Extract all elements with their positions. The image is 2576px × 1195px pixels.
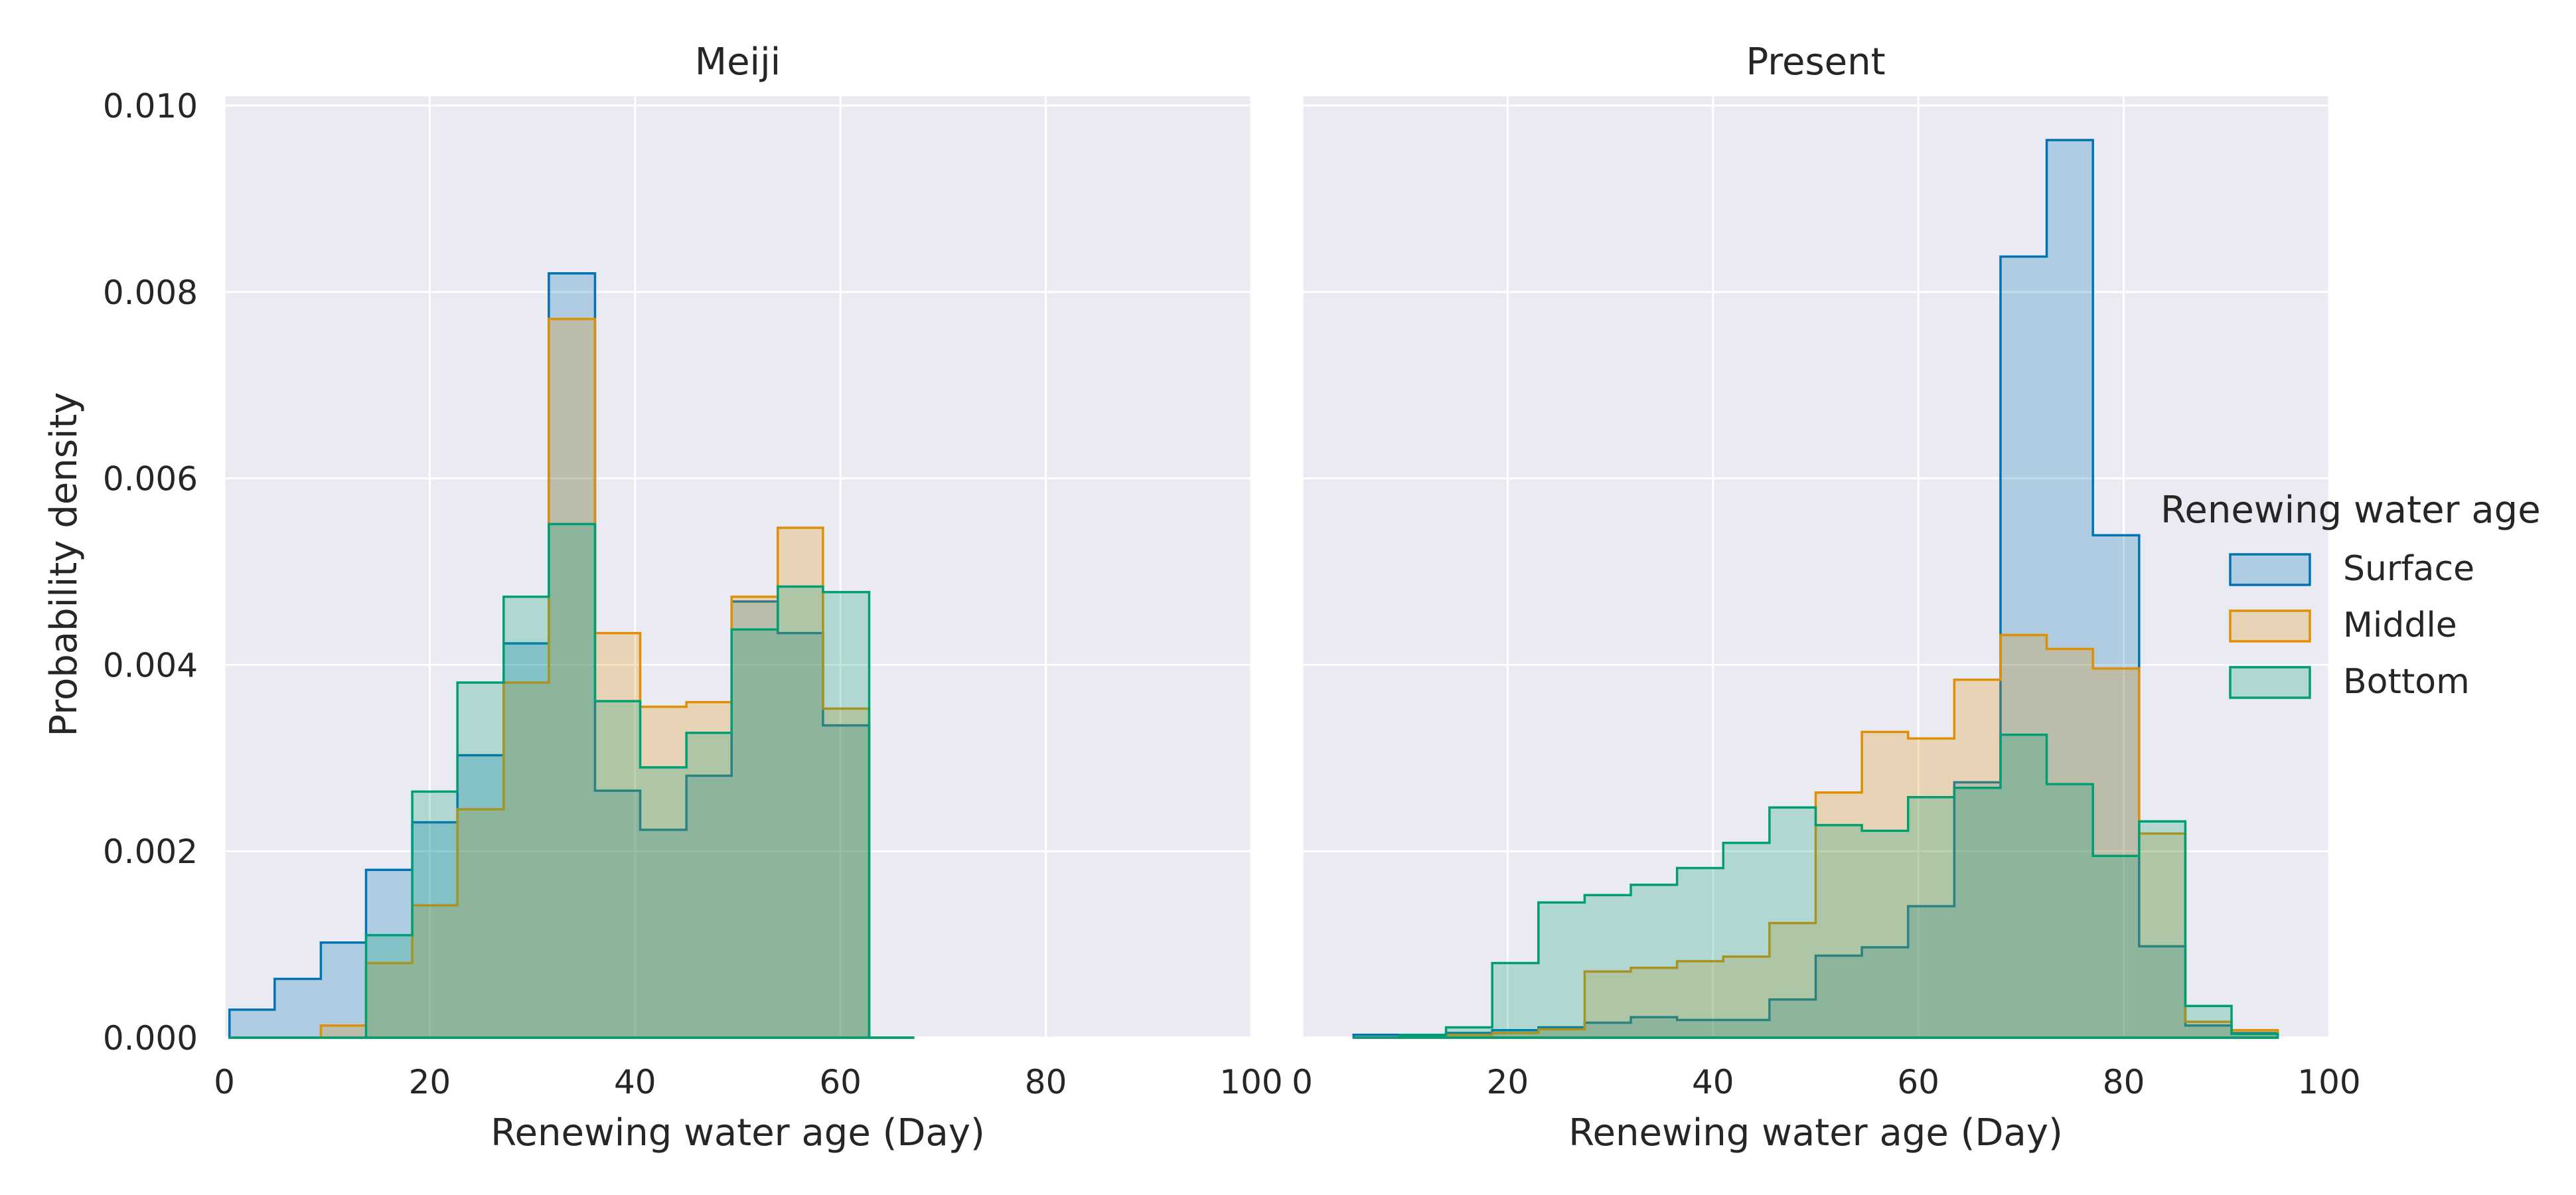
y-tick-label: 0.008 (103, 274, 198, 312)
x-tick-label: 40 (1692, 1063, 1734, 1101)
panel-title: Meiji (695, 40, 781, 84)
legend-label-bottom: Bottom (2343, 662, 2470, 702)
y-tick-label: 0.004 (103, 646, 198, 684)
legend-label-middle: Middle (2343, 605, 2457, 645)
histogram-bottom (1353, 733, 2279, 1039)
y-tick-label: 0.010 (103, 87, 198, 125)
x-tick-label: 20 (1487, 1063, 1529, 1101)
y-tick-label: 0.006 (103, 460, 198, 499)
x-axis-label: Renewing water age (Day) (1568, 1111, 2063, 1155)
x-tick-label: 0 (1292, 1063, 1313, 1101)
panel-title: Present (1746, 40, 1885, 84)
plot-area (224, 96, 1251, 1038)
y-tick-label: 0.002 (103, 833, 198, 871)
x-tick-label: 40 (614, 1063, 656, 1101)
legend-swatch-middle (2229, 609, 2311, 643)
y-axis-label: Probability density (42, 392, 86, 736)
x-tick-label: 100 (1219, 1063, 1282, 1101)
x-tick-label: 0 (214, 1063, 235, 1101)
legend-title: Renewing water age (2160, 489, 2541, 532)
x-tick-label: 60 (1897, 1063, 1939, 1101)
histogram-bottom (229, 522, 915, 1039)
histogram-surface (1352, 139, 2279, 1039)
x-tick-label: 100 (2297, 1063, 2360, 1101)
legend-label-surface: Surface (2343, 549, 2474, 589)
legend-swatch-surface (2229, 553, 2311, 586)
x-tick-label: 80 (2103, 1063, 2145, 1101)
x-tick-label: 20 (409, 1063, 451, 1101)
y-tick-label: 0.000 (103, 1019, 198, 1058)
histogram-surface (228, 272, 915, 1039)
legend-swatch-bottom (2229, 666, 2311, 699)
panel-present: Present 0 20 40 60 80 100 Renewing water age (D… (1292, 40, 2361, 1155)
x-tick-label: 80 (1025, 1063, 1067, 1101)
x-tick-label: 60 (819, 1063, 862, 1101)
legend: Renewing water age Surface Middle Bottom (2160, 489, 2541, 702)
panel-meiji: Meiji 0 20 40 60 80 100 Renewing water age (Day… (103, 40, 1283, 1155)
x-axis-label: Renewing water age (Day) (491, 1111, 985, 1155)
